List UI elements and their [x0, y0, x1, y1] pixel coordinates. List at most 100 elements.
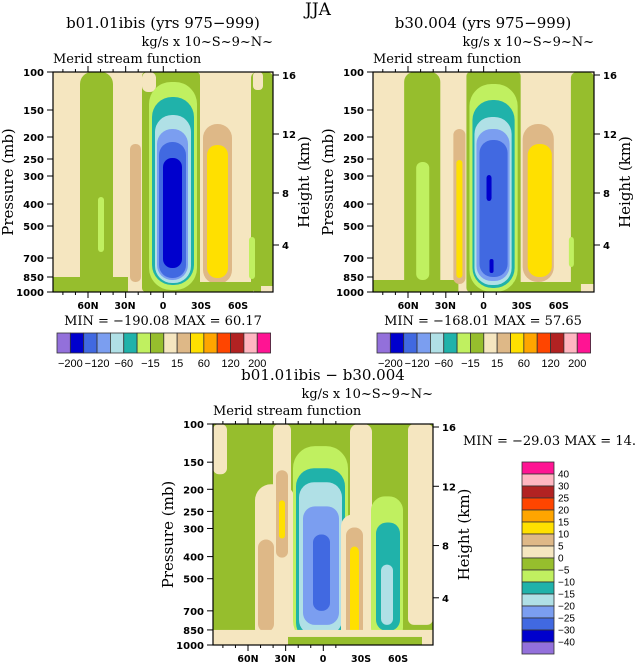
contour-region — [313, 534, 330, 611]
labelbar-box — [521, 497, 555, 511]
contour-region — [261, 286, 273, 292]
labelbar-box — [521, 581, 555, 595]
labelbar-box — [521, 641, 555, 655]
labelbar-box — [521, 545, 555, 559]
labelbar-label: 25 — [558, 494, 570, 505]
contour-region — [279, 500, 285, 539]
right-string: kg/s x 10~S~9~N~ — [141, 35, 273, 50]
labelbar-label: 120 — [221, 358, 239, 370]
contour-region — [570, 72, 594, 292]
y-tick-label: 850 — [183, 626, 204, 637]
y-right-tick-label: 8 — [282, 189, 289, 200]
labelbar-label: 15 — [491, 358, 503, 370]
x-tick-label: 30N — [114, 301, 135, 312]
contour-region — [479, 140, 508, 277]
labelbar-label: −60 — [114, 358, 133, 370]
y-right-axis-label: Height (km) — [295, 136, 313, 228]
contour-region — [568, 237, 574, 267]
labelbar-label: −120 — [85, 358, 110, 370]
labelbar-box — [521, 557, 555, 571]
plots: b01.01ibis (yrs 975−999) kg/s x 10~S~9~N~… — [0, 14, 636, 664]
labelbar-box — [136, 332, 151, 354]
labelbar-label: 20 — [558, 506, 570, 517]
x-tick-label: 60N — [77, 301, 98, 312]
y-tick-label: 250 — [23, 155, 44, 166]
labelbar-box — [456, 332, 471, 354]
contour-fill — [53, 72, 273, 292]
y-right-tick-label: 16 — [442, 423, 456, 434]
y-tick-label: 400 — [23, 200, 44, 211]
y-tick-label: 500 — [183, 575, 204, 586]
left-string: Merid stream function — [213, 404, 362, 419]
contour-plot-1: b01.01ibis (yrs 975−999) kg/s x 10~S~9~N~… — [0, 14, 313, 370]
labelbar-label: −40 — [558, 638, 575, 649]
y-tick-label: 700 — [183, 607, 204, 618]
labelbar-box — [550, 332, 565, 354]
y-tick-label: 400 — [183, 553, 204, 564]
contour-region — [251, 72, 273, 292]
contour-region — [163, 158, 182, 268]
min-max-label: MIN = −190.08 MAX = 60.17 — [64, 314, 262, 329]
right-string: kg/s x 10~S~9~N~ — [301, 387, 433, 402]
labelbar-box — [203, 332, 218, 354]
labelbar-box — [389, 332, 405, 354]
contour-region — [408, 424, 433, 625]
y-tick-label: 100 — [183, 420, 204, 431]
contour-region — [513, 282, 584, 292]
labelbar-label: 60 — [518, 358, 530, 370]
labelbar-label: −25 — [558, 614, 575, 625]
y-tick-label: 300 — [23, 172, 44, 183]
x-tick-label: 60S — [228, 301, 248, 312]
contour-region — [130, 144, 141, 282]
labelbar-label: 15 — [171, 358, 183, 370]
labelbar-box — [123, 332, 138, 354]
labelbar-label: −200 — [58, 358, 83, 370]
contour-region — [422, 632, 433, 645]
y-right-tick-label: 16 — [282, 71, 296, 82]
y-tick-label: 150 — [343, 106, 364, 117]
y-right-tick-label: 12 — [282, 130, 296, 141]
labelbar-box — [69, 332, 85, 354]
labelbar-box — [96, 332, 111, 354]
x-tick-label: 30S — [512, 301, 532, 312]
contour-region — [373, 280, 459, 292]
y-tick-label: 700 — [23, 254, 44, 265]
left-string: Merid stream function — [373, 52, 522, 67]
min-max-label: MIN = −168.01 MAX = 57.65 — [384, 314, 582, 329]
labelbar-label: 60 — [198, 358, 210, 370]
contour-region — [580, 284, 594, 292]
y-right-tick-label: 4 — [442, 594, 449, 605]
labelbar-box — [521, 569, 555, 583]
labelbar-box — [83, 332, 98, 354]
contour-region — [80, 72, 113, 292]
y-tick-label: 200 — [183, 485, 204, 496]
contour-plot-3: b01.01ibis − b30.004 kg/s x 10~S~9~N~ Meri… — [159, 366, 636, 664]
labelbar-box — [56, 332, 71, 354]
y-right-tick-label: 12 — [603, 130, 617, 141]
labelbar-box — [190, 332, 205, 354]
y-tick-label: 1000 — [16, 288, 44, 299]
contour-plot-2: b30.004 (yrs 975−999) kg/s x 10~S~9~N~ Mer… — [319, 14, 634, 370]
contour-region — [486, 175, 492, 201]
labelbar-box — [216, 332, 231, 354]
labelbar-box — [576, 332, 592, 354]
y-axis-label: Pressure (mb) — [0, 128, 17, 236]
labelbar-label: −15 — [141, 358, 160, 370]
left-string: Merid stream function — [53, 52, 202, 67]
labelbar-box — [110, 332, 125, 354]
labelbar-label: 40 — [558, 470, 570, 481]
contour-region — [527, 144, 552, 277]
y-tick-label: 150 — [23, 106, 44, 117]
plot-title: b01.01ibis (yrs 975−999) — [66, 14, 260, 32]
labelbar-box — [496, 332, 511, 354]
labelbar-label: −120 — [405, 358, 430, 370]
labelbar-label: −20 — [558, 602, 575, 613]
y-right-axis-label: Height (km) — [616, 136, 634, 228]
y-right-tick-label: 8 — [442, 542, 449, 553]
labelbar-label: 0 — [558, 554, 564, 565]
labelbar-label: −30 — [558, 626, 575, 637]
y-tick-label: 200 — [343, 133, 364, 144]
labelbar-label: −15 — [461, 358, 480, 370]
